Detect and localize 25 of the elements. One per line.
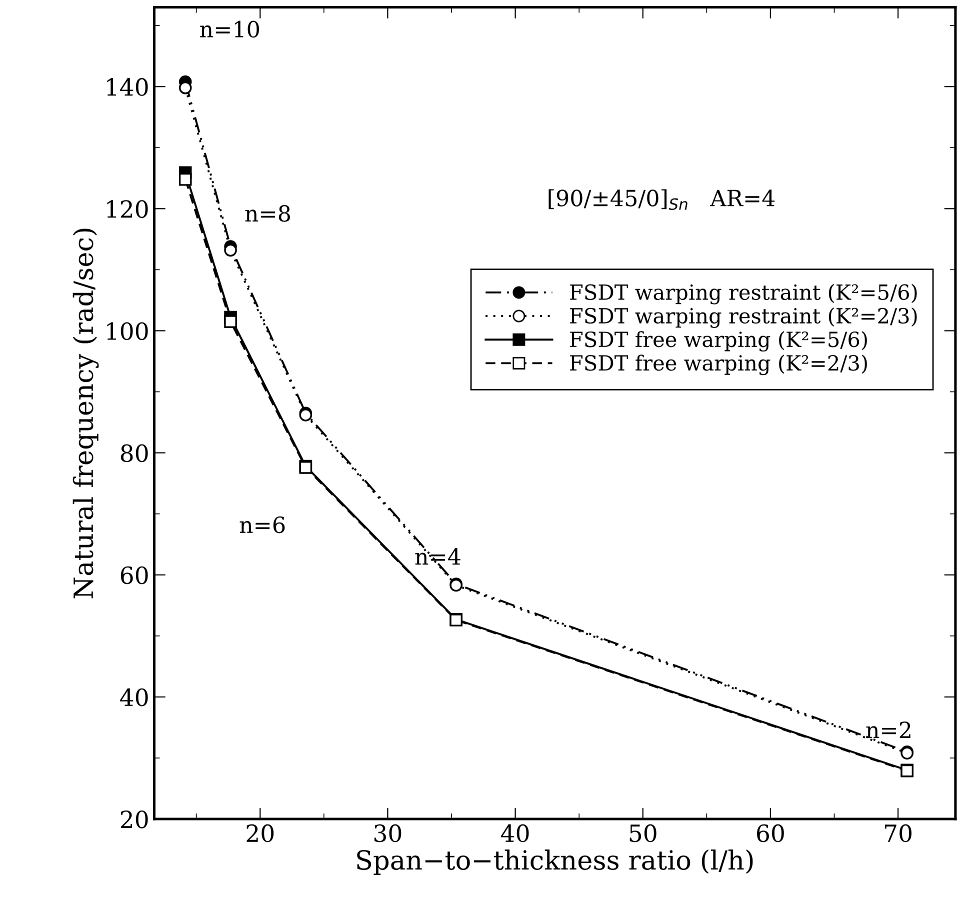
- annotation: n=6: [240, 516, 285, 534]
- y-tick-label: 140: [107, 78, 148, 96]
- x-tick-label: 70: [885, 824, 912, 842]
- x-tick-label: 40: [500, 824, 529, 842]
- text: [90/±45/0]$_{Sn}$ AR=4: [548, 189, 775, 210]
- y-tick-label: 80: [120, 444, 148, 462]
- legend-label: FSDT free warping (K²=5/6): [570, 331, 867, 352]
- x-tick-label: 60: [757, 824, 784, 842]
- legend-label: FSDT free warping (K²=2/3): [570, 354, 867, 376]
- y-tick-label: 100: [107, 322, 148, 340]
- legend-label: FSDT warping restraint (K²=2/3): [570, 307, 917, 328]
- y-tick-label: 120: [107, 200, 148, 218]
- x-tick-label: 30: [374, 824, 402, 842]
- y-tick-label: 60: [120, 566, 148, 584]
- annotation: n=8: [245, 205, 290, 222]
- y-axis-title: Natural frequency (rad/sec): [72, 228, 99, 598]
- y-tick-label: 20: [120, 810, 148, 828]
- x-tick-label: 50: [630, 824, 656, 842]
- x-axis-title: Span−to−thickness ratio (l/h): [357, 850, 753, 876]
- legend-label: FSDT warping restraint (K²=5/6): [570, 284, 917, 304]
- annotation: n=2: [866, 722, 910, 738]
- y-tick-label: 40: [120, 688, 148, 706]
- annotation: n=10: [200, 20, 259, 38]
- x-tick-label: 20: [246, 824, 274, 842]
- annotation: n=4: [415, 548, 460, 565]
